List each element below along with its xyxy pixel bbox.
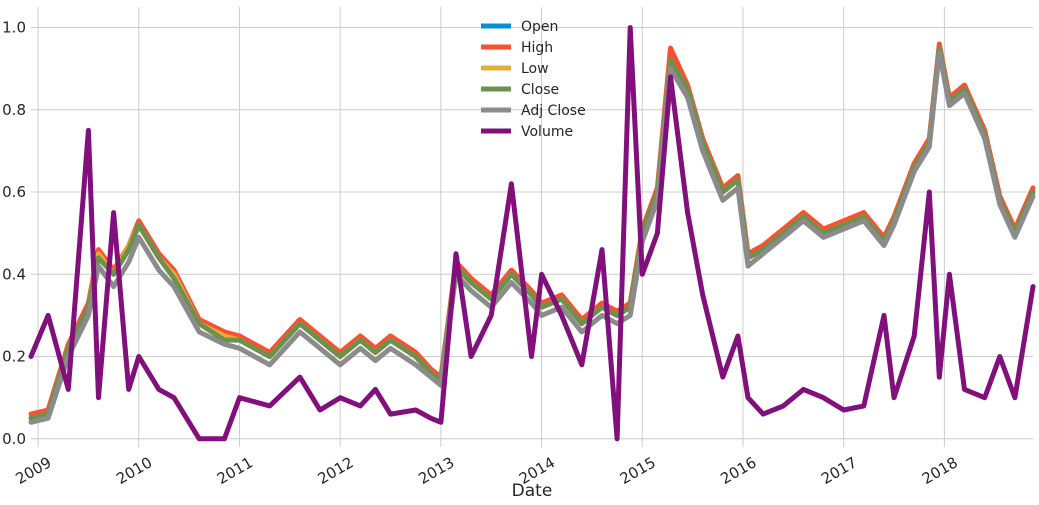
y-tick-label: 1.0: [2, 19, 26, 37]
y-tick-label: 0.4: [2, 265, 26, 283]
x-tick-label: 2013: [415, 453, 457, 488]
x-axis: 2009 2010 2011 2012 2013 2014 2015 2016 2017 2018: [13, 453, 961, 488]
legend-label: Low: [521, 61, 549, 77]
x-tick-label: 2015: [617, 453, 659, 488]
y-tick-label: 0.2: [2, 348, 26, 366]
x-tick-label: 2012: [315, 453, 357, 488]
series-line-volume: [28, 25, 1036, 442]
y-tick-label: 0.8: [2, 101, 26, 119]
legend-label: Open: [521, 19, 558, 35]
x-tick-label: 2017: [818, 453, 860, 488]
x-tick-label: 2010: [113, 453, 155, 488]
y-axis: 0.0 0.2 0.4 0.6 0.8 1.0: [2, 19, 26, 448]
y-tick-label: 0.6: [2, 183, 26, 201]
legend-label: Adj Close: [521, 103, 586, 119]
y-tick-label: 0.0: [2, 430, 26, 448]
x-tick-label: 2018: [919, 453, 961, 488]
legend: Open High Low Close Adj Close Volume: [481, 19, 586, 140]
series-line-adj-close: [28, 49, 1036, 425]
x-tick-label: 2009: [13, 453, 55, 488]
legend-label: Volume: [521, 124, 573, 140]
x-tick-label: 2016: [717, 453, 759, 488]
x-tick-label: 2011: [214, 453, 256, 488]
legend-label: High: [521, 40, 553, 56]
legend-label: Close: [521, 82, 559, 98]
x-axis-title: Date: [512, 481, 553, 501]
series-group: [28, 25, 1036, 442]
